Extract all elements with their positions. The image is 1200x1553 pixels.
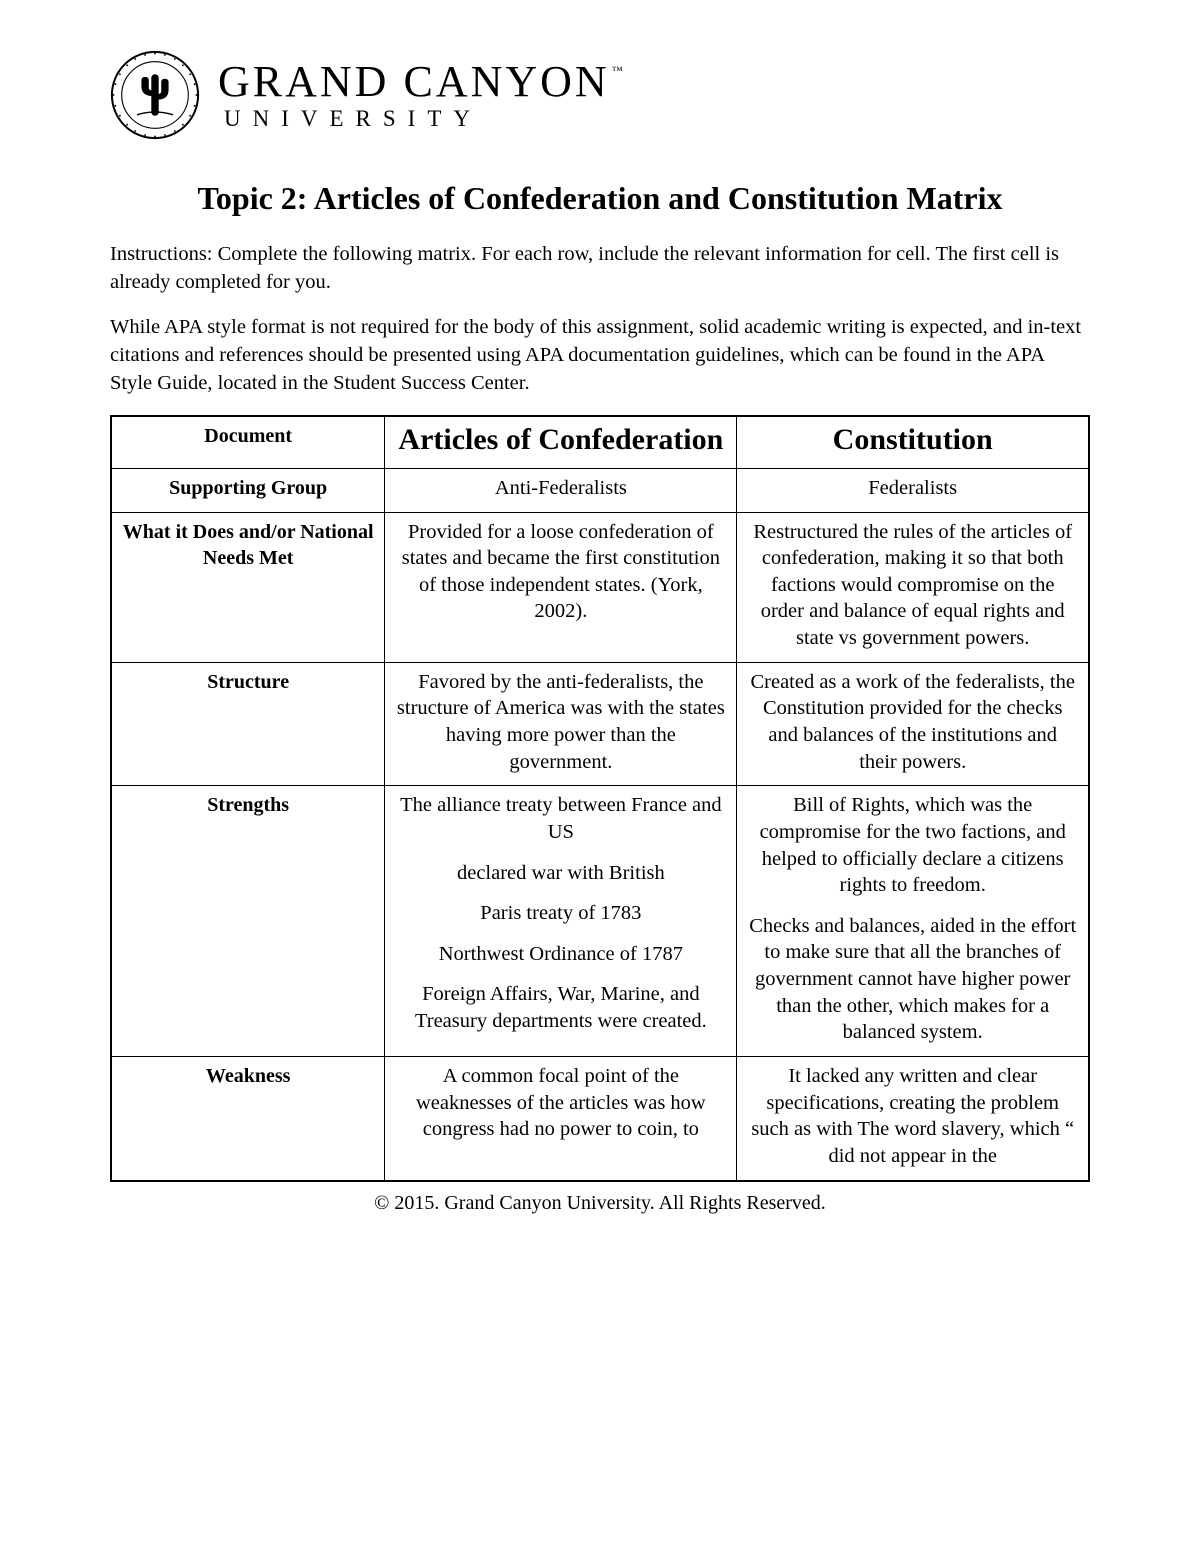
cell-text: The alliance treaty between France and U… bbox=[395, 792, 726, 845]
wordmark-bottom: UNIVERSITY bbox=[218, 107, 620, 130]
row-label-cell: Weakness bbox=[111, 1057, 385, 1181]
cell-constitution: Restructured the rules of the articles o… bbox=[737, 512, 1089, 662]
cell-text: Paris treaty of 1783 bbox=[395, 900, 726, 927]
table-row: Supporting Group Anti-Federalists Federa… bbox=[111, 468, 1089, 512]
page: GRAND CANYON UNIVERSITY Topic 2: Article… bbox=[0, 0, 1200, 1553]
col3-header: Constitution bbox=[747, 423, 1078, 458]
cell-text: Favored by the anti-federalists, the str… bbox=[395, 669, 726, 776]
cell-text: Provided for a loose confederation of st… bbox=[395, 519, 726, 626]
cell-text: Checks and balances, aided in the effort… bbox=[747, 913, 1078, 1046]
table-header-row: Document Articles of Confederation Const… bbox=[111, 416, 1089, 468]
cell-text: declared war with British bbox=[395, 860, 726, 887]
col2-header: Articles of Confederation bbox=[395, 423, 726, 458]
university-seal-icon bbox=[110, 50, 200, 140]
cell-text: Foreign Affairs, War, Marine, and Treasu… bbox=[395, 981, 726, 1034]
cell-text: Created as a work of the federalists, th… bbox=[747, 669, 1078, 776]
instructions-paragraph-1: Instructions: Complete the following mat… bbox=[110, 241, 1090, 296]
cell-text: A common focal point of the weaknesses o… bbox=[395, 1063, 726, 1143]
row-label-cell: What it Does and/or National Needs Met bbox=[111, 512, 385, 662]
cell-constitution: It lacked any written and clear specific… bbox=[737, 1057, 1089, 1181]
cell-constitution: Bill of Rights, which was the compromise… bbox=[737, 786, 1089, 1057]
row-label-cell: Supporting Group bbox=[111, 468, 385, 512]
cell-text: Restructured the rules of the articles o… bbox=[747, 519, 1078, 652]
row-label: Structure bbox=[207, 671, 289, 693]
page-title: Topic 2: Articles of Confederation and C… bbox=[110, 180, 1090, 217]
row-label: Strengths bbox=[207, 794, 289, 816]
cell-articles: Anti-Federalists bbox=[385, 468, 737, 512]
footer-copyright: © 2015. Grand Canyon University. All Rig… bbox=[110, 1192, 1090, 1215]
cell-articles: Favored by the anti-federalists, the str… bbox=[385, 662, 737, 786]
wordmark: GRAND CANYON UNIVERSITY bbox=[218, 60, 620, 130]
cell-text: Federalists bbox=[747, 475, 1078, 502]
instructions-paragraph-2: While APA style format is not required f… bbox=[110, 314, 1090, 397]
cell-articles: Provided for a loose confederation of st… bbox=[385, 512, 737, 662]
row-label: Supporting Group bbox=[169, 477, 327, 499]
header-logo: GRAND CANYON UNIVERSITY bbox=[110, 50, 1090, 140]
cell-text: Bill of Rights, which was the compromise… bbox=[747, 792, 1078, 899]
table-row: Strengths The alliance treaty between Fr… bbox=[111, 786, 1089, 1057]
cell-constitution: Created as a work of the federalists, th… bbox=[737, 662, 1089, 786]
cell-articles: The alliance treaty between France and U… bbox=[385, 786, 737, 1057]
comparison-table: Document Articles of Confederation Const… bbox=[110, 415, 1090, 1181]
cell-articles: A common focal point of the weaknesses o… bbox=[385, 1057, 737, 1181]
header-cell-constitution: Constitution bbox=[737, 416, 1089, 468]
row-label-cell: Strengths bbox=[111, 786, 385, 1057]
table-row: Weakness A common focal point of the wea… bbox=[111, 1057, 1089, 1181]
row-label: What it Does and/or National Needs Met bbox=[123, 521, 374, 570]
header-cell-articles: Articles of Confederation bbox=[385, 416, 737, 468]
row-label: Weakness bbox=[206, 1065, 290, 1087]
wordmark-top: GRAND CANYON bbox=[218, 60, 620, 104]
header-label: Document bbox=[204, 425, 292, 447]
table-row: What it Does and/or National Needs Met P… bbox=[111, 512, 1089, 662]
row-label-cell: Structure bbox=[111, 662, 385, 786]
cell-text: It lacked any written and clear specific… bbox=[747, 1063, 1078, 1170]
cell-text: Northwest Ordinance of 1787 bbox=[395, 941, 726, 968]
cell-constitution: Federalists bbox=[737, 468, 1089, 512]
header-cell-document: Document bbox=[111, 416, 385, 468]
table-row: Structure Favored by the anti-federalist… bbox=[111, 662, 1089, 786]
cell-text: Anti-Federalists bbox=[395, 475, 726, 502]
